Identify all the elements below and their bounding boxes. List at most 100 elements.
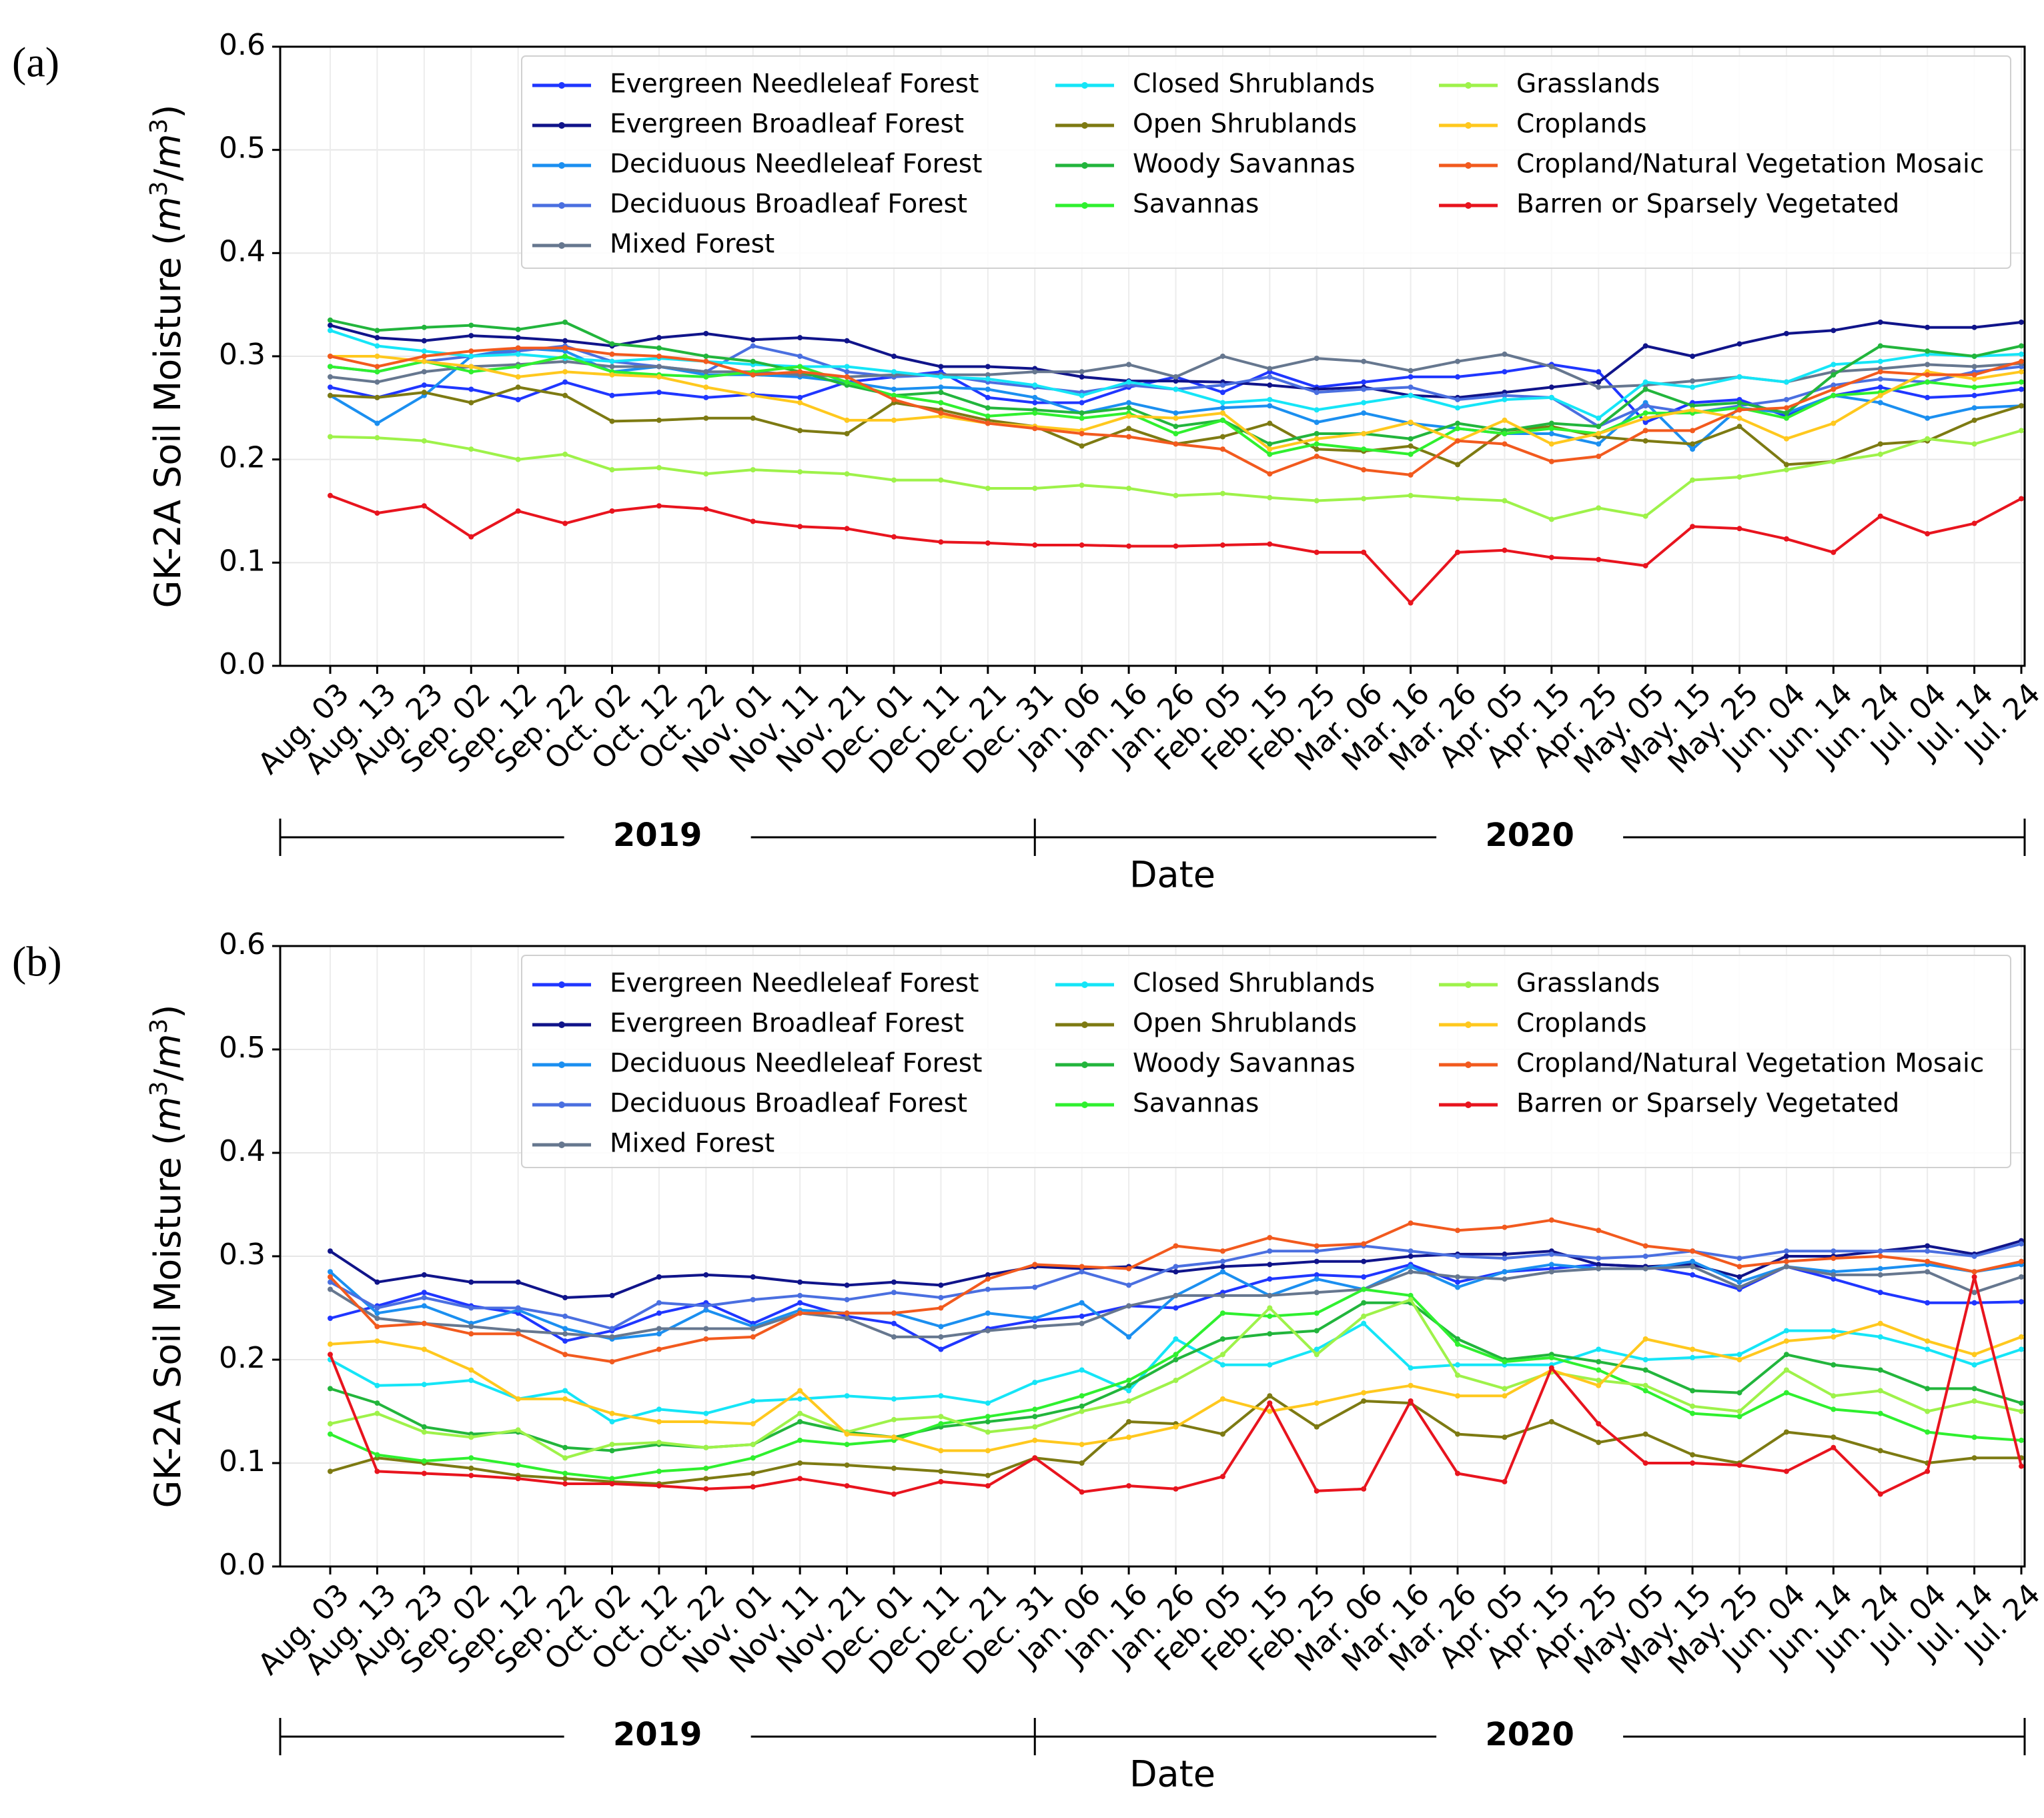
data-point: [1126, 1434, 1131, 1440]
data-point: [703, 374, 708, 380]
data-point: [1267, 1362, 1272, 1368]
data-point: [422, 390, 427, 395]
data-point: [1220, 434, 1225, 440]
data-point: [985, 421, 991, 426]
data-point: [516, 327, 521, 332]
data-point: [374, 369, 380, 374]
data-point: [845, 338, 850, 344]
data-point: [1173, 1244, 1179, 1249]
data-point: [1596, 369, 1601, 374]
legend: Evergreen Needleleaf ForestEvergreen Bro…: [522, 955, 2011, 1168]
data-point: [1314, 431, 1320, 436]
data-point: [750, 1484, 756, 1490]
data-point: [1972, 384, 1977, 390]
data-point: [656, 1300, 662, 1306]
data-point: [1925, 436, 1930, 442]
data-point: [1314, 1352, 1320, 1357]
data-point: [1878, 514, 1883, 519]
data-point: [1408, 1220, 1414, 1226]
data-point: [374, 1383, 380, 1388]
data-point: [1267, 1393, 1272, 1398]
data-point: [1220, 410, 1225, 416]
data-point: [610, 1481, 615, 1486]
data-point: [374, 395, 380, 400]
data-point: [1126, 1266, 1131, 1272]
data-point: [845, 418, 850, 423]
data-point: [516, 352, 521, 357]
data-point: [1643, 410, 1648, 416]
data-point: [656, 1347, 662, 1352]
data-point: [1831, 1445, 1836, 1450]
data-point: [1596, 1256, 1601, 1261]
y-tick-label: 0.4: [219, 234, 266, 268]
data-point: [1126, 1398, 1131, 1404]
data-point: [422, 369, 427, 374]
legend-marker: [558, 981, 565, 988]
data-point: [374, 335, 380, 340]
data-point: [656, 1483, 662, 1488]
data-point: [1502, 1393, 1507, 1398]
data-point: [750, 1455, 756, 1460]
data-point: [610, 341, 615, 346]
data-point: [1925, 348, 1930, 354]
data-point: [422, 1347, 427, 1352]
data-point: [562, 1445, 568, 1450]
data-point: [845, 431, 850, 436]
data-point: [1784, 410, 1789, 416]
data-point: [516, 374, 521, 380]
data-point: [1784, 397, 1789, 402]
data-point: [1361, 1300, 1366, 1306]
data-point: [1361, 1486, 1366, 1492]
data-point: [2019, 359, 2024, 364]
data-point: [1032, 382, 1037, 388]
data-point: [1925, 1244, 1930, 1249]
data-point: [750, 393, 756, 398]
data-point: [1314, 1290, 1320, 1295]
data-point: [468, 1473, 474, 1478]
data-point: [1878, 441, 1883, 446]
legend-marker: [558, 202, 565, 209]
data-point: [1690, 524, 1695, 529]
data-point: [985, 1287, 991, 1292]
year-2019-label: 2019: [613, 1716, 702, 1753]
y-tick-label: 0.4: [219, 1134, 266, 1168]
data-point: [1455, 1274, 1460, 1280]
data-point: [374, 1411, 380, 1416]
data-point: [562, 1295, 568, 1300]
data-point: [1549, 364, 1554, 369]
data-point: [1972, 1352, 1977, 1357]
data-point: [891, 369, 897, 374]
data-point: [938, 478, 943, 483]
legend-marker: [1081, 1101, 1088, 1108]
data-point: [562, 1314, 568, 1319]
data-point: [845, 1442, 850, 1447]
data-point: [797, 1460, 803, 1466]
data-point: [1643, 1432, 1648, 1437]
data-point: [845, 1316, 850, 1321]
y-tick-label: 0.5: [219, 131, 266, 165]
data-point: [1408, 1248, 1414, 1254]
data-point: [1314, 498, 1320, 504]
data-point: [845, 526, 850, 531]
data-point: [797, 395, 803, 400]
data-point: [1314, 1400, 1320, 1406]
data-point: [562, 1471, 568, 1476]
data-point: [1831, 1256, 1836, 1261]
legend-label: Closed Shrublands: [1133, 69, 1375, 99]
data-point: [750, 1442, 756, 1447]
legend-label: Closed Shrublands: [1133, 969, 1375, 999]
data-point: [938, 1393, 943, 1398]
data-point: [703, 1303, 708, 1308]
data-point: [1596, 1440, 1601, 1445]
data-point: [1925, 1468, 1930, 1474]
data-point: [422, 338, 427, 344]
data-point: [703, 1466, 708, 1471]
figure: (a)0.00.10.20.30.40.50.6Aug. 03Aug. 13Au…: [0, 0, 2044, 1818]
data-point: [1267, 1331, 1272, 1336]
data-point: [422, 1382, 427, 1387]
legend-label: Woody Savannas: [1133, 1049, 1356, 1079]
data-point: [750, 337, 756, 342]
data-point: [1878, 1254, 1883, 1259]
data-point: [1267, 397, 1272, 402]
data-point: [1079, 369, 1085, 374]
